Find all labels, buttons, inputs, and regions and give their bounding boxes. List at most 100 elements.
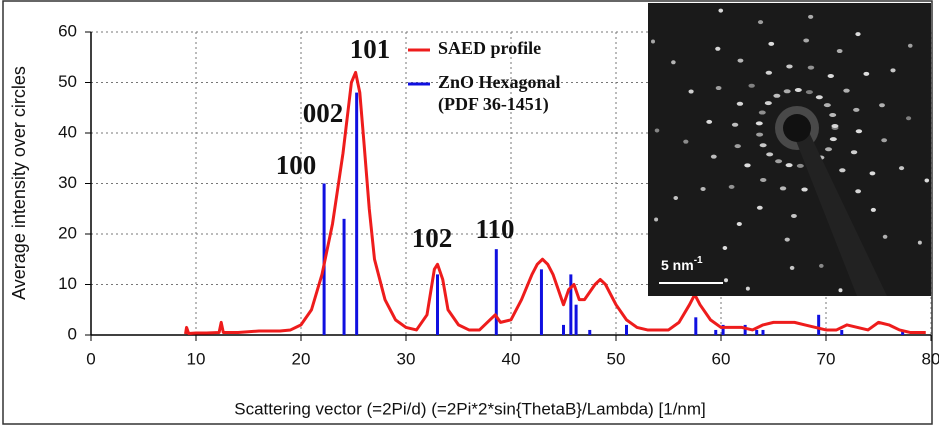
diffraction-spot (808, 14, 814, 19)
diffraction-spot (855, 32, 861, 37)
diffraction-spot (715, 46, 721, 51)
diffraction-spot (827, 74, 834, 79)
diffraction-spot (779, 186, 787, 191)
diffraction-spot (683, 139, 689, 144)
x-tick-label: 20 (292, 349, 311, 368)
stick (494, 249, 498, 335)
diffraction-spot (715, 86, 722, 91)
diffraction-spot (673, 196, 679, 200)
stick (539, 269, 543, 335)
diffraction-spot (783, 89, 791, 94)
diffraction-spot (744, 163, 751, 168)
diffraction-spot (736, 222, 742, 227)
diffraction-spot (898, 166, 905, 171)
diffraction-spot (756, 205, 763, 210)
diffraction-spot (843, 88, 850, 93)
diffraction-spot (650, 39, 655, 44)
diffraction-spot (654, 217, 659, 222)
profile-line (184, 70, 926, 335)
y-tick-label: 50 (58, 72, 77, 91)
diffraction-spot (736, 101, 744, 106)
diffraction-spot (737, 58, 744, 63)
diffraction-spot (758, 110, 766, 115)
stick (588, 329, 592, 335)
diffraction-spot (757, 20, 764, 25)
stick (342, 218, 346, 335)
x-tick-label: 10 (187, 349, 206, 368)
diffraction-spot (724, 278, 729, 283)
diffraction-spot (879, 103, 885, 108)
diffraction-spot (789, 265, 795, 270)
diffraction-spot (785, 163, 793, 168)
diffraction-spot (890, 68, 896, 73)
inset-image (648, 3, 931, 296)
stick (562, 324, 565, 335)
diffraction-spot (775, 159, 783, 164)
x-tick-label: 80 (922, 349, 939, 368)
stick (355, 92, 359, 335)
stick (817, 314, 821, 335)
diffraction-spot (764, 101, 772, 106)
diffraction-spot (863, 71, 870, 76)
diffraction-spot (850, 150, 858, 155)
diffraction-spot (791, 213, 797, 218)
diffraction-spot (924, 178, 930, 183)
diffraction-spot (905, 116, 912, 121)
diffraction-spot (688, 89, 694, 94)
diffraction-spot (803, 38, 810, 43)
diffraction-spot (654, 128, 660, 133)
scale-text: 5 nm (661, 257, 694, 273)
diffraction-spot (718, 8, 724, 13)
x-axis-label: Scattering vector (=2Pi/d) (=2Pi*2*sin{T… (234, 399, 706, 418)
legend-label: SAED profile (438, 38, 541, 58)
x-tick-label: 70 (817, 349, 836, 368)
stick (761, 329, 765, 335)
diffraction-spot (786, 64, 793, 69)
peak-label: 102 (412, 223, 453, 253)
diffraction-spot (805, 90, 813, 95)
diffraction-spot (815, 95, 823, 100)
diffraction-spot (766, 152, 774, 157)
diffraction-spot (773, 93, 781, 98)
diffraction-spot (855, 129, 863, 134)
diffraction-spot (807, 65, 815, 70)
stick (569, 274, 573, 335)
diffraction-spot (819, 263, 824, 268)
diffraction-spot (748, 83, 755, 88)
diffraction-spot (765, 70, 773, 75)
y-tick-label: 10 (58, 274, 77, 293)
diffraction-spot (825, 147, 833, 152)
x-tick-label: 40 (502, 349, 521, 368)
diffraction-spot (839, 168, 846, 173)
y-axis-label: Average intensity over circles (9, 66, 29, 300)
diffraction-spot (882, 234, 888, 239)
x-tick-label: 0 (86, 349, 95, 368)
legend-label: ZnO Hexagonal (PDF 36-1451) (438, 72, 561, 115)
diffraction-spot (768, 41, 775, 46)
diffraction-spot (917, 240, 922, 245)
stick (625, 324, 628, 335)
diffraction-spot (722, 246, 728, 251)
diffraction-spot (831, 124, 839, 129)
legend-line: ZnO Hexagonal (438, 72, 561, 92)
peak-label: 101 (350, 34, 391, 64)
diffraction-spot (870, 207, 876, 212)
y-tick-label: 20 (58, 223, 77, 242)
diffraction-spot (706, 119, 713, 124)
y-tick-label: 30 (58, 173, 77, 192)
beam-stop-disc (783, 114, 811, 142)
diffraction-spot (784, 237, 790, 242)
y-tick-label: 60 (58, 21, 77, 40)
diffraction-spot (756, 132, 764, 137)
stick (436, 274, 439, 335)
beam-stop (791, 128, 887, 296)
diffraction-spot (760, 177, 767, 182)
peak-label: 110 (475, 214, 514, 244)
stick (694, 317, 698, 335)
diffraction-spot (734, 144, 741, 149)
stick (755, 329, 759, 335)
stick (574, 304, 578, 335)
scale-exponent: -1 (694, 255, 703, 266)
diffraction-spot (829, 137, 837, 142)
